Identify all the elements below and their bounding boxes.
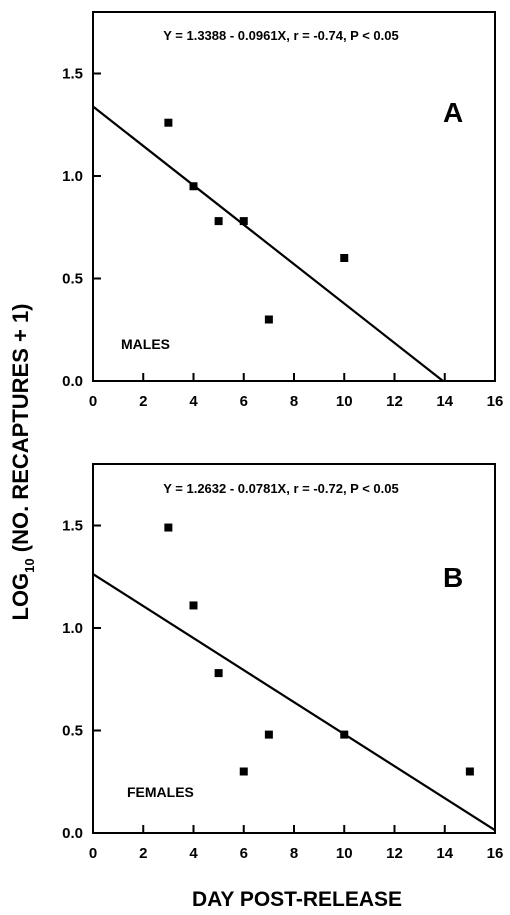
panel-a-x-tick-label: 12 bbox=[386, 393, 403, 410]
panel-b-data-point bbox=[465, 767, 474, 776]
panel-b-x-tick-label: 2 bbox=[139, 845, 147, 862]
panel-b-data-point bbox=[189, 601, 198, 610]
panel-b-y-tick-label: 1.5 bbox=[62, 518, 83, 535]
panel-a-y-tick-label: 1.0 bbox=[62, 168, 83, 185]
panel-b-x-tick-label: 16 bbox=[487, 845, 504, 862]
panel-a-frame bbox=[92, 11, 496, 382]
panel-b-x-tick-label: 8 bbox=[290, 845, 298, 862]
panel-b-x-tick-label: 10 bbox=[336, 845, 353, 862]
panel-b: Y = 1.2632 - 0.0781X, r = -0.72, P < 0.0… bbox=[62, 463, 503, 863]
y-axis-label-main: LOG bbox=[8, 573, 33, 621]
panel-b-x-tick-label: 6 bbox=[240, 845, 248, 862]
panel-a: Y = 1.3388 - 0.0961X, r = -0.74, P < 0.0… bbox=[62, 11, 503, 411]
x-axis-label: DAY POST-RELEASE bbox=[192, 888, 402, 911]
panel-b-y-tick-label: 0.0 bbox=[62, 825, 83, 842]
panel-a-y-tick-label: 1.5 bbox=[62, 66, 83, 83]
panel-b-data-point bbox=[239, 767, 248, 776]
panel-b-x-tick-label: 14 bbox=[436, 845, 453, 862]
y-axis-label-subscript: 10 bbox=[22, 558, 37, 572]
panel-a-sex-label: MALES bbox=[121, 336, 170, 352]
panel-b-y-tick-label: 1.0 bbox=[62, 620, 83, 637]
panel-b-data-point bbox=[214, 669, 223, 678]
panel-a-data-point bbox=[340, 254, 349, 262]
panel-a-data-point bbox=[239, 217, 248, 226]
panel-b-data-point bbox=[264, 730, 273, 739]
panel-b-letter: B bbox=[443, 562, 463, 593]
y-axis-label: LOG10 (NO. RECAPTURES + 1) bbox=[8, 303, 37, 620]
panel-b-ticks: 0 2 4 6 8 10 12 14 16 0.0 0.5 1.0 1.5 bbox=[62, 518, 503, 863]
panel-a-x-tick-label: 2 bbox=[139, 393, 147, 410]
panel-a-equation: Y = 1.3388 - 0.0961X, r = -0.74, P < 0.0… bbox=[163, 28, 399, 43]
panel-a-y-tick-label: 0.0 bbox=[62, 373, 83, 390]
panel-a-data-point bbox=[264, 315, 273, 324]
panel-a-ticks: 0 2 4 6 8 10 12 14 16 0.0 0.5 1.0 1.5 bbox=[62, 66, 503, 411]
panel-a-x-tick-label: 8 bbox=[290, 393, 298, 410]
panel-a-x-tick-label: 0 bbox=[89, 393, 97, 410]
panel-a-data-point bbox=[189, 182, 198, 191]
panel-a-data-point bbox=[214, 217, 223, 226]
panel-b-x-tick-label: 4 bbox=[189, 845, 198, 862]
panel-a-marks bbox=[92, 105, 444, 382]
panel-a-y-tick-label: 0.5 bbox=[62, 271, 83, 288]
panel-b-data-point bbox=[164, 523, 173, 532]
panel-b-equation: Y = 1.2632 - 0.0781X, r = -0.72, P < 0.0… bbox=[163, 481, 399, 496]
panel-b-regression-line bbox=[92, 573, 496, 832]
panel-b-x-tick-label: 12 bbox=[386, 845, 403, 862]
panel-b-data-point bbox=[340, 730, 349, 739]
panel-a-x-tick-label: 10 bbox=[336, 393, 353, 410]
panel-b-sex-label: FEMALES bbox=[127, 784, 194, 800]
panel-a-x-tick-label: 4 bbox=[189, 393, 198, 410]
panel-a-x-tick-label: 14 bbox=[436, 393, 453, 410]
panel-a-regression-line bbox=[92, 105, 444, 382]
panel-b-marks bbox=[92, 523, 496, 832]
panel-a-letter: A bbox=[443, 97, 463, 128]
panel-b-frame bbox=[92, 463, 496, 834]
panel-a-data-point bbox=[164, 118, 173, 127]
y-axis-label-rest: (NO. RECAPTURES + 1) bbox=[8, 303, 33, 558]
panel-a-x-tick-label: 16 bbox=[487, 393, 504, 410]
panel-b-x-tick-label: 0 bbox=[89, 845, 97, 862]
panel-b-y-tick-label: 0.5 bbox=[62, 723, 83, 740]
panel-a-x-tick-label: 6 bbox=[240, 393, 248, 410]
